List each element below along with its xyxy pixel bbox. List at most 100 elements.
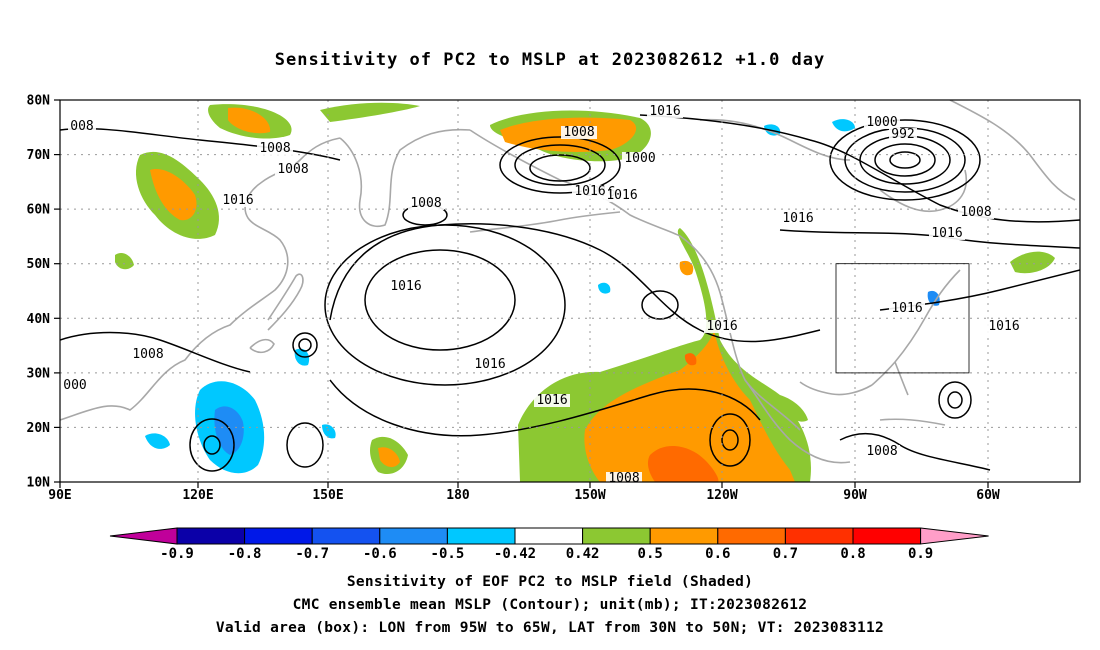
contour-label-bg — [275, 163, 311, 176]
contour-label: 1008 — [132, 347, 163, 362]
colorbar-tick-label: -0.42 — [494, 546, 536, 562]
colorbar-cell — [649, 527, 719, 545]
map-frame — [59, 99, 1081, 483]
shade-green-mongolia — [115, 253, 134, 270]
contour-label: 1016 — [474, 357, 505, 372]
shade-orange-arctic — [228, 107, 271, 134]
contour-label-bg — [61, 379, 89, 392]
contour-label-bg — [534, 394, 570, 407]
contour-label: 1008 — [960, 205, 991, 220]
contour-1016-main — [329, 222, 821, 343]
caption-valid-area: Valid area (box): LON from 95W to 65W, L… — [215, 620, 885, 636]
contour-label: 1008 — [563, 125, 594, 140]
contour-label: 1000 — [866, 115, 897, 130]
longitude-labels: 90E 120E 150E 180 150W 120W 90W 60W — [48, 482, 1000, 503]
contour-low-alaska-1 — [499, 136, 621, 194]
contour-label: 1016 — [574, 184, 605, 199]
coast-greenland — [949, 100, 1076, 201]
contour-label-bg — [257, 142, 293, 155]
lat-tick-label: 10N — [27, 476, 51, 491]
coast-alaska — [469, 129, 801, 431]
coast-aleutians — [469, 211, 621, 233]
contour-label: 1016 — [536, 393, 567, 408]
contour-low-alaska-2 — [514, 144, 606, 186]
contour-label: 1016 — [931, 226, 962, 241]
contour-low-greenland-3 — [859, 135, 951, 185]
colorbar-tick-label: 0.42 — [566, 546, 600, 562]
contour-label-bg — [388, 280, 424, 293]
lon-tick-label: 120E — [182, 488, 213, 503]
colorbar-tick-label: -0.9 — [160, 546, 194, 562]
contour-1008-siberia — [60, 127, 341, 161]
lat-tick-label: 50N — [27, 257, 51, 272]
contour-label: 1016 — [606, 188, 637, 203]
colorbar-tick-label: 0.8 — [840, 546, 865, 562]
contour-label-bg — [986, 320, 1022, 333]
coast-canada-arctic — [699, 118, 851, 161]
contour-pacific-small — [641, 290, 679, 320]
coast-mexico — [744, 379, 851, 464]
shade-green-gulf — [780, 395, 808, 422]
contour-label-bg — [220, 194, 256, 207]
contour-label: 1008 — [866, 444, 897, 459]
contour-labels: 0081008100810161008101610081000101610161… — [61, 104, 1022, 486]
map-title: Sensitivity of PC2 to MSLP at 2023082612… — [274, 50, 826, 70]
contour-label-bg — [408, 197, 444, 210]
coast-florida — [894, 361, 909, 396]
colorbar-high-arrow — [920, 527, 989, 545]
lat-tick-label: 40N — [27, 312, 51, 327]
lat-tick-label: 60N — [27, 203, 51, 218]
colorbar-tick-label: 0.7 — [773, 546, 798, 562]
lon-tick-label: 150E — [312, 488, 343, 503]
colorbar-tick-label: -0.7 — [295, 546, 329, 562]
lat-tick-label: 80N — [27, 94, 51, 109]
contour-low-greenland-4 — [874, 143, 936, 177]
contour-label-bg — [622, 152, 658, 165]
contour-label: 1016 — [891, 301, 922, 316]
colorbar-cell — [784, 527, 854, 545]
contour-1008-asia — [60, 331, 251, 373]
contour-label-bg — [958, 206, 994, 219]
contour-low-greenland-1 — [829, 119, 981, 201]
contour-label: 1016 — [706, 319, 737, 334]
coast-sea-japan — [249, 338, 275, 354]
contour-label-bg — [68, 120, 96, 133]
contour-label: 1000 — [624, 151, 655, 166]
grid-lines — [60, 100, 1080, 482]
colorbar-cell — [244, 527, 313, 545]
contour-high-pacific — [324, 224, 566, 386]
contour-label: 1008 — [608, 471, 639, 486]
coast-caribbean — [879, 418, 946, 426]
shade-orange-coast — [679, 260, 694, 276]
lat-tick-label: 20N — [27, 421, 51, 436]
shade-cyan-greenland — [832, 119, 855, 132]
lat-tick-label: 70N — [27, 148, 51, 163]
contour-1016-south — [329, 379, 761, 437]
colorbar-tick-label: -0.8 — [228, 546, 262, 562]
contour-label: 000 — [63, 378, 86, 393]
contour-label-bg — [889, 302, 925, 315]
contour-label-bg — [780, 212, 816, 225]
colorbar-cell — [176, 527, 246, 545]
contour-low-alaska-3 — [529, 154, 591, 182]
lon-tick-label: 60W — [976, 488, 1000, 503]
colorbar-tick-label: -0.5 — [431, 546, 465, 562]
caption-shaded: Sensitivity of EOF PC2 to MSLP field (Sh… — [346, 574, 754, 590]
shade-orange-philippine — [378, 447, 400, 468]
contour-atlantic-2 — [947, 391, 963, 409]
shade-cyan-pacific — [598, 282, 611, 294]
contour-label-bg — [864, 445, 900, 458]
coast-us-east — [871, 269, 961, 386]
shade-darkorange-pacific — [647, 445, 719, 482]
coast-hudson — [879, 169, 967, 213]
colorbar-cell — [852, 527, 922, 545]
contour-label: 1016 — [988, 319, 1019, 334]
contour-label-bg — [889, 128, 917, 141]
colorbar-cell — [717, 527, 786, 545]
latitude-labels: 80N 70N 60N 50N 40N 30N 20N 10N — [27, 94, 60, 491]
lon-tick-label: 90E — [48, 488, 71, 503]
shade-cyan-kuril — [322, 424, 336, 439]
coast-gulf — [799, 381, 873, 396]
lon-tick-label: 120W — [706, 488, 737, 503]
